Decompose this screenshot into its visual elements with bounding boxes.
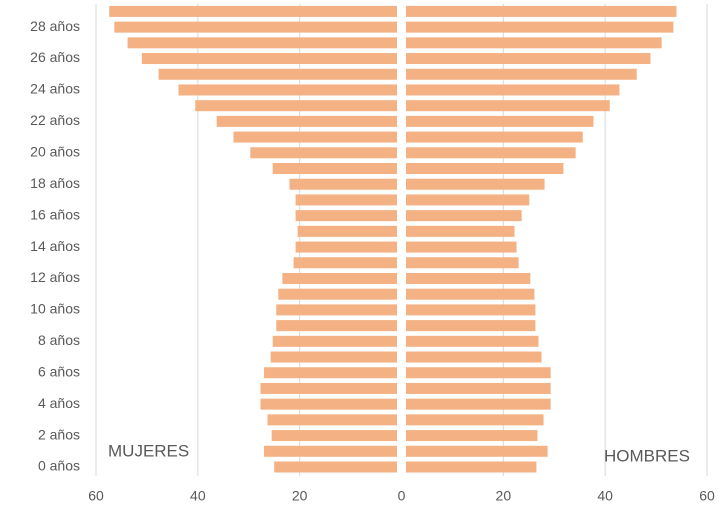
bar [406,194,530,206]
bar [406,445,548,457]
x-tick-label: 60 [699,488,715,504]
y-tick-label: 14 años [30,238,80,254]
bar [276,320,397,332]
bar [274,461,397,473]
bar [406,210,522,222]
y-tick-label: 18 años [30,175,80,191]
bar [406,304,536,316]
bar [272,163,397,175]
y-tick-label: 12 años [30,269,80,285]
y-tick-label: 4 años [38,395,80,411]
y-tick-label: 28 años [30,18,80,34]
bar [406,53,651,65]
bar [406,351,542,363]
bar [276,304,397,316]
bar [278,288,397,300]
bar [406,100,610,112]
bar [406,367,551,379]
bar [295,194,397,206]
x-tick-label: 20 [292,488,308,504]
bar [406,163,564,175]
bar [141,53,397,65]
bar [178,84,397,96]
bar [295,241,397,253]
bar [250,147,397,159]
bar [260,398,397,410]
bar [114,21,397,33]
y-tick-label: 20 años [30,144,80,160]
bar [406,461,537,473]
y-tick-label: 10 años [30,301,80,317]
bar [282,272,397,284]
x-tick-label: 40 [190,488,206,504]
bar [295,210,397,222]
bar [406,84,620,96]
bar [270,351,397,363]
bar [406,68,637,80]
y-tick-label: 2 años [38,426,80,442]
y-tick-label: 6 años [38,363,80,379]
bar [216,115,397,127]
bar [264,445,397,457]
bar [267,414,397,426]
x-tick-label: 40 [597,488,613,504]
bar [297,225,397,237]
y-tick-label: 16 años [30,206,80,222]
bar [406,257,519,269]
bar [109,5,397,17]
y-tick-label: 26 años [30,49,80,65]
bar [195,100,397,112]
bar [406,288,535,300]
bar [406,178,545,190]
bar [260,382,397,394]
bar [158,68,397,80]
y-tick-label: 24 años [30,81,80,97]
bar [406,241,517,253]
bar [406,147,576,159]
bar [406,414,544,426]
y-tick-label: 8 años [38,332,80,348]
x-tick-label: 20 [496,488,512,504]
bar [271,430,397,442]
bar [406,37,662,49]
bar [293,257,397,269]
x-tick-label: 60 [88,488,104,504]
bar [264,367,397,379]
bar [406,21,674,33]
bar [406,398,551,410]
bar [406,131,583,143]
bar [406,272,531,284]
bar [272,335,397,347]
y-tick-label: 0 años [38,458,80,474]
bar [406,5,677,17]
bar [406,225,515,237]
y-tick-label: 22 años [30,112,80,128]
bar [406,320,536,332]
right-annotation: HOMBRES [604,446,690,465]
x-tick-label: 0 [398,488,406,504]
bar [406,115,594,127]
bar [406,335,539,347]
bar [406,430,538,442]
bar [127,37,398,49]
bar [233,131,397,143]
bar [289,178,397,190]
left-annotation: MUJERES [108,441,189,460]
bar [406,382,551,394]
